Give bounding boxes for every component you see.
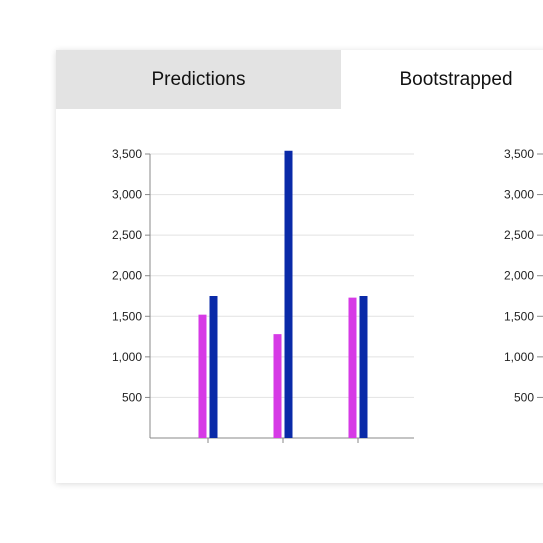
- y-tick-label: 3,500: [504, 147, 534, 161]
- y-tick-label: 2,000: [504, 269, 534, 283]
- y-tick-label: 500: [514, 390, 534, 404]
- y-tick-label: 3,500: [112, 147, 142, 161]
- bar-series-1-cat-2: [273, 334, 282, 438]
- predictions-chart: 500 1,000 1,500 2,000 2,500 3,000 3,500: [112, 147, 414, 443]
- y-tick-label: 1,500: [504, 309, 534, 323]
- tab-bar: Predictions Bootstrapped: [56, 50, 543, 109]
- tab-bootstrapped[interactable]: Bootstrapped: [341, 50, 543, 109]
- y-tick-label: 1,500: [112, 309, 142, 323]
- bar-series-1-cat-1: [198, 314, 207, 438]
- bar-series-2-cat-3: [359, 296, 368, 438]
- y-tick-label: 3,000: [504, 188, 534, 202]
- bar-series-1-cat-3: [348, 297, 357, 438]
- y-tick-label: 1,000: [504, 350, 534, 364]
- chart-card: Predictions Bootstrapped: [56, 50, 543, 483]
- bar-series-2-cat-2: [284, 150, 293, 439]
- y-tick-label: 3,000: [112, 188, 142, 202]
- y-tick-label: 500: [122, 390, 142, 404]
- y-tick-label: 1,000: [112, 350, 142, 364]
- bar-series-2-cat-1: [209, 296, 218, 438]
- y-tick-label: 2,500: [112, 228, 142, 242]
- y-tick-label: 2,000: [112, 269, 142, 283]
- bootstrapped-chart-partial: 500 1,000 1,500 2,000 2,500 3,000 3,500: [504, 147, 543, 404]
- y-tick-label: 2,500: [504, 228, 534, 242]
- tab-predictions[interactable]: Predictions: [56, 50, 341, 109]
